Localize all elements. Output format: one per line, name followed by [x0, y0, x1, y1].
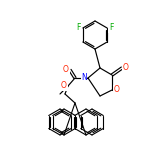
Text: O: O — [123, 64, 129, 73]
Text: O: O — [63, 64, 69, 74]
Text: O: O — [61, 81, 67, 90]
Text: N: N — [81, 74, 87, 83]
Text: F: F — [109, 24, 113, 33]
Text: O: O — [114, 85, 120, 95]
Text: F: F — [77, 24, 81, 33]
